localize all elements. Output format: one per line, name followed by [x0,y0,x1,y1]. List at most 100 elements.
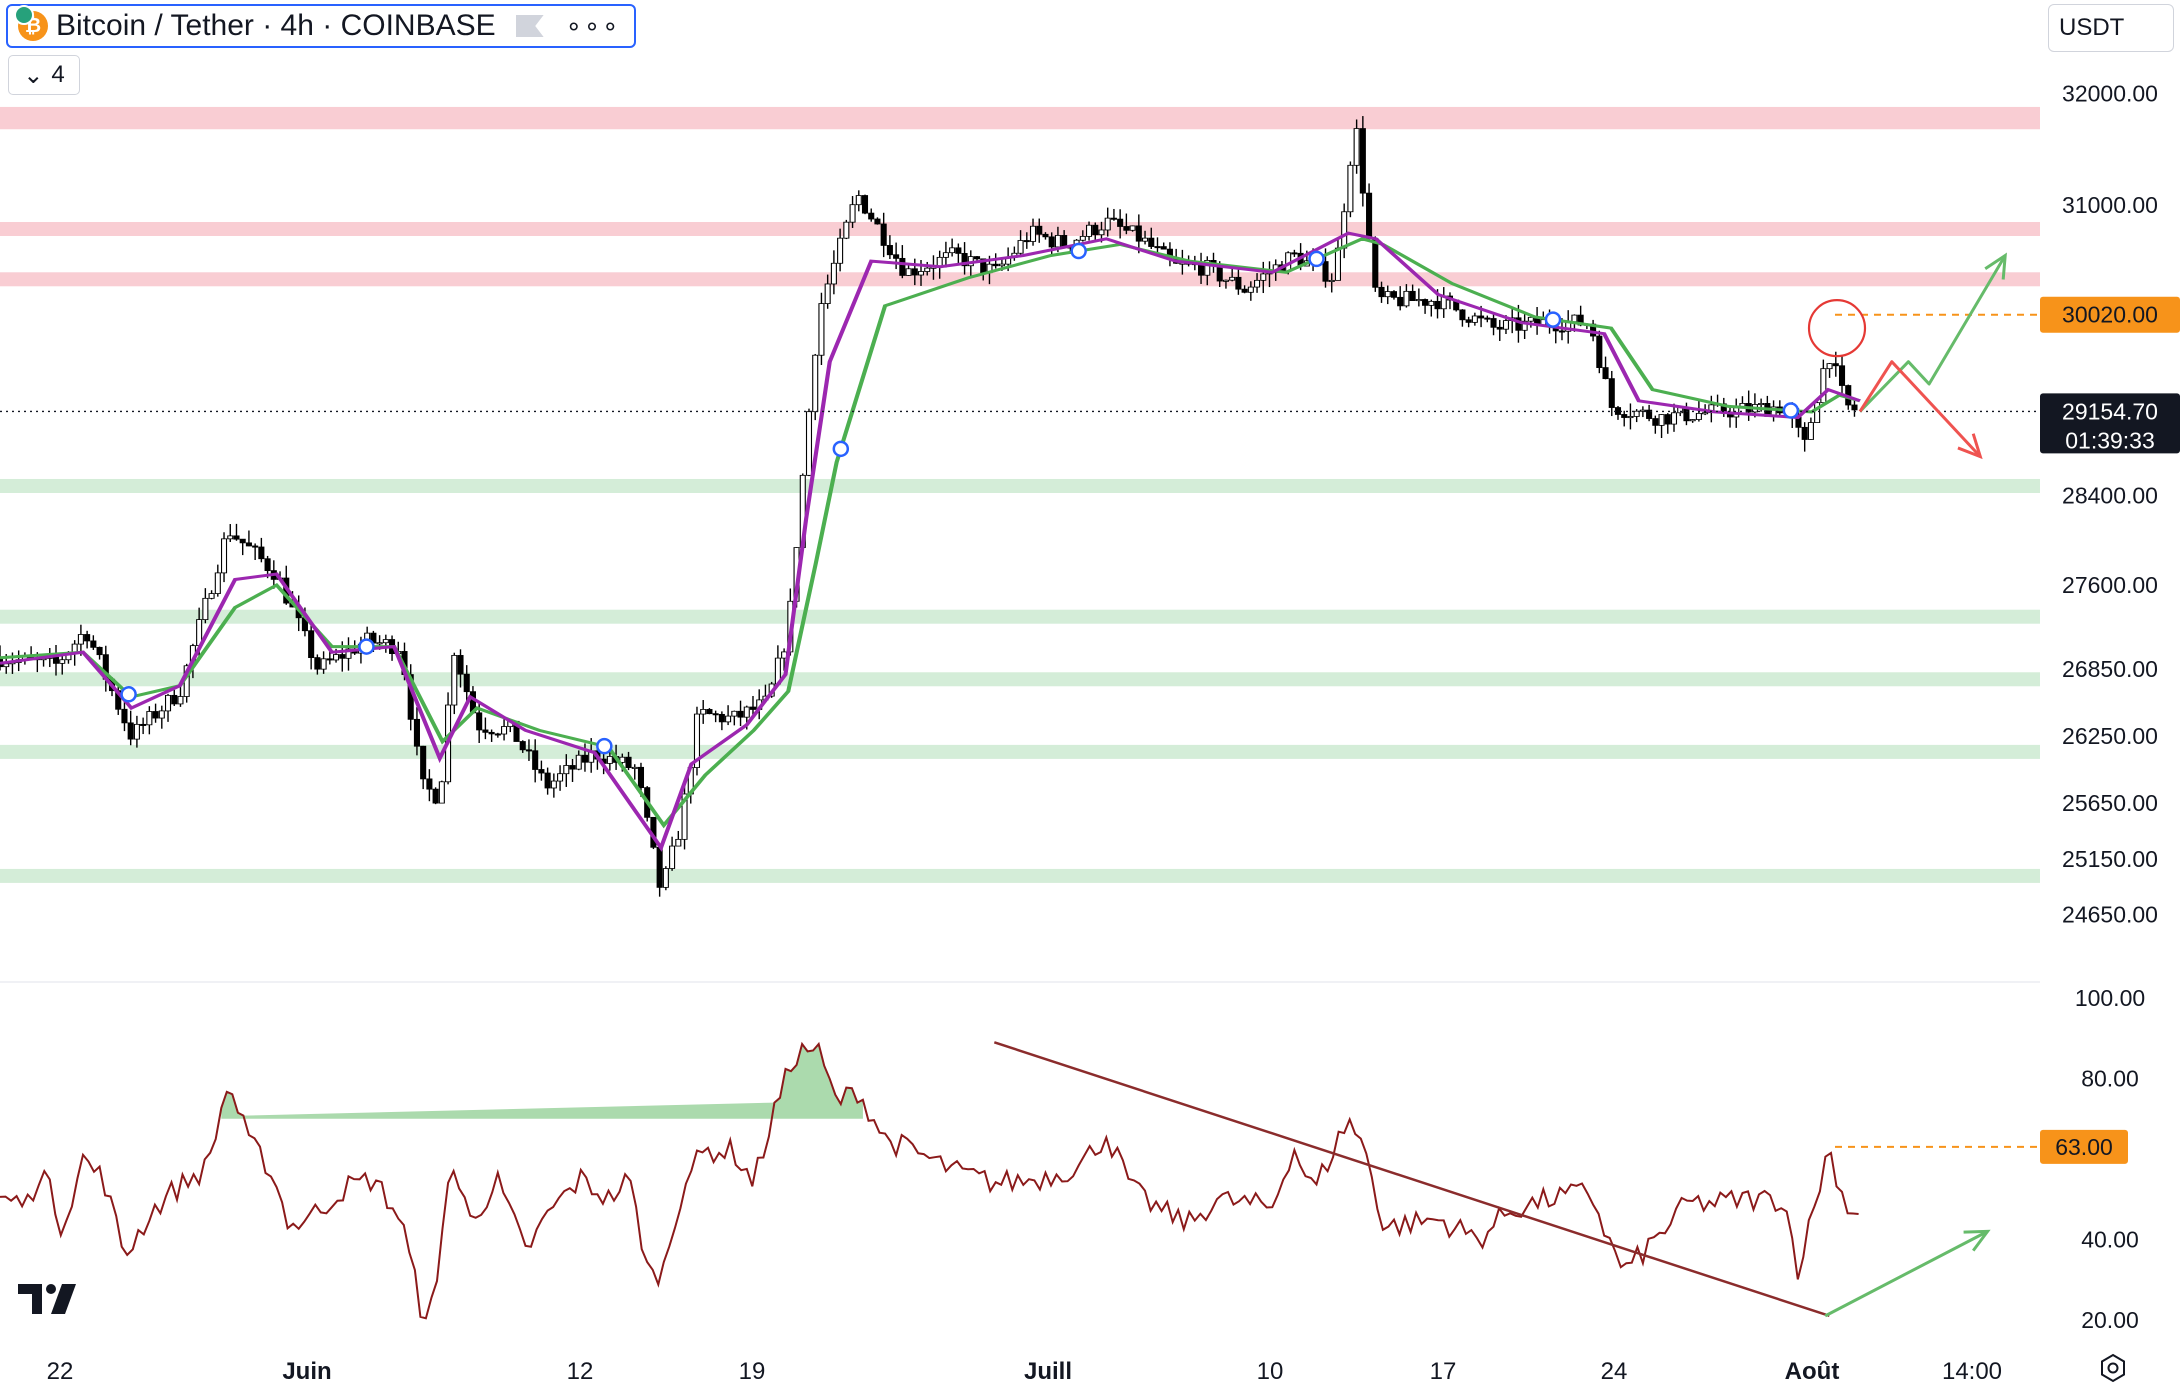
candle-body [631,766,638,769]
candle-body [1627,416,1634,419]
candle-body [656,846,663,888]
candle-body [855,195,862,206]
candle-body [339,654,346,659]
candle-body [220,538,228,574]
candle-body [1814,402,1821,423]
candle-body [1602,367,1609,380]
candle-body [1820,368,1827,404]
candle-body [482,729,489,733]
candle-body [171,694,178,705]
candle-body [743,706,750,718]
indicators-collapse-button[interactable]: ⌄ 4 [8,55,80,95]
candle-body [127,722,134,740]
candle-body [843,221,850,239]
candle-body [949,247,956,254]
rsi-tick-label: 20.00 [2081,1307,2139,1333]
price-tick-label: 31000.00 [2062,192,2158,218]
candle-body [208,593,215,599]
price-tick-label: 24650.00 [2062,902,2158,928]
price-tick-label: 32000.00 [2062,81,2158,107]
candle-body [326,658,333,661]
currency-selector[interactable]: USDT [2048,4,2174,52]
countdown-label: 01:39:33 [2065,427,2155,453]
candle-body [314,657,321,670]
candle-body [52,656,60,664]
candle-body [1160,246,1167,250]
candle-body [1409,290,1416,302]
gear-icon[interactable] [2097,1352,2129,1384]
currency-label: USDT [2059,14,2125,41]
candle-body [1838,365,1846,386]
resistance-zone [0,272,2040,287]
candle-body [426,778,433,790]
candle-body [420,745,427,780]
candle-body [158,710,165,719]
candle-body [818,303,825,356]
candle-body [1085,224,1093,237]
candle-body [214,572,221,594]
candle-body [905,268,912,276]
symbol-title-box[interactable]: ₿ Bitcoin / Tether · 4h · COINBASE ∘∘∘ [6,4,636,48]
candle-body [1042,233,1049,238]
forecast-up-arrow-head [1984,252,2007,280]
candle-body [1079,235,1086,241]
forecast-down-arrow-head [1957,433,1983,460]
candle-body [706,709,713,715]
rsi-level-badge: 63.00 [2040,1129,2128,1164]
candle-body [1254,279,1261,288]
candle-body [837,237,844,264]
candle-body [1334,247,1341,281]
support-zone [0,672,2040,687]
chevron-down-icon: ⌄ [23,61,44,89]
candle-body [227,535,234,540]
price-tick-label: 26850.00 [2062,656,2158,682]
event-marker [120,686,137,703]
candle-body [812,354,819,413]
candle-body [1017,240,1024,254]
candle-body [662,868,669,888]
candle-body [146,711,153,726]
candle-body [1459,309,1466,321]
candle-body [1571,314,1578,323]
candle-body [849,204,856,223]
candle-body [202,597,209,620]
flag-icon[interactable] [515,15,544,37]
rsi-overbought-fill [221,1043,863,1119]
more-options-icon[interactable]: ∘∘∘ [565,10,621,41]
candle-body [992,263,999,267]
candle-body [538,769,545,774]
rsi-arrow-up-head [1963,1229,1991,1252]
candle-body [1291,252,1298,255]
candle-body [457,655,464,675]
candle-body [998,263,1005,267]
rsi-pane [0,1041,2040,1320]
candle-body [164,694,172,712]
rsi-axis[interactable]: 100.00 80.00 40.00 20.00 [2075,985,2145,1333]
candle-body [1664,414,1671,425]
price-axis[interactable]: 32000.00 31000.00 28400.00 27600.00 26850.00… [2062,81,2158,928]
candle-body [1832,363,1839,367]
candle-body [1683,407,1690,422]
candle-body [1384,291,1391,298]
candle-body [973,256,981,260]
current-price-label: 29154.70 [2062,398,2158,424]
level-price-badge: 30020.00 [2040,296,2180,333]
candle-body [177,696,184,705]
candle-body [1758,403,1765,406]
time-axis[interactable]: 22 Juin 12 19 Juill 10 17 24 Août 14:00 [47,1358,2002,1385]
candle-body [1061,235,1068,248]
candle-body [893,254,900,259]
candle-body [569,765,576,770]
candle-body [1807,422,1814,440]
candle-body [880,223,887,246]
candle-body [749,706,757,710]
candle-body [121,708,128,724]
candle-body [1502,320,1510,330]
candle-body [1851,404,1858,411]
rsi-overbought-area [221,1043,863,1119]
candle-body [1484,317,1491,320]
indicator-count: 4 [51,61,65,88]
candle-body [233,535,240,540]
support-zone [0,744,2040,759]
